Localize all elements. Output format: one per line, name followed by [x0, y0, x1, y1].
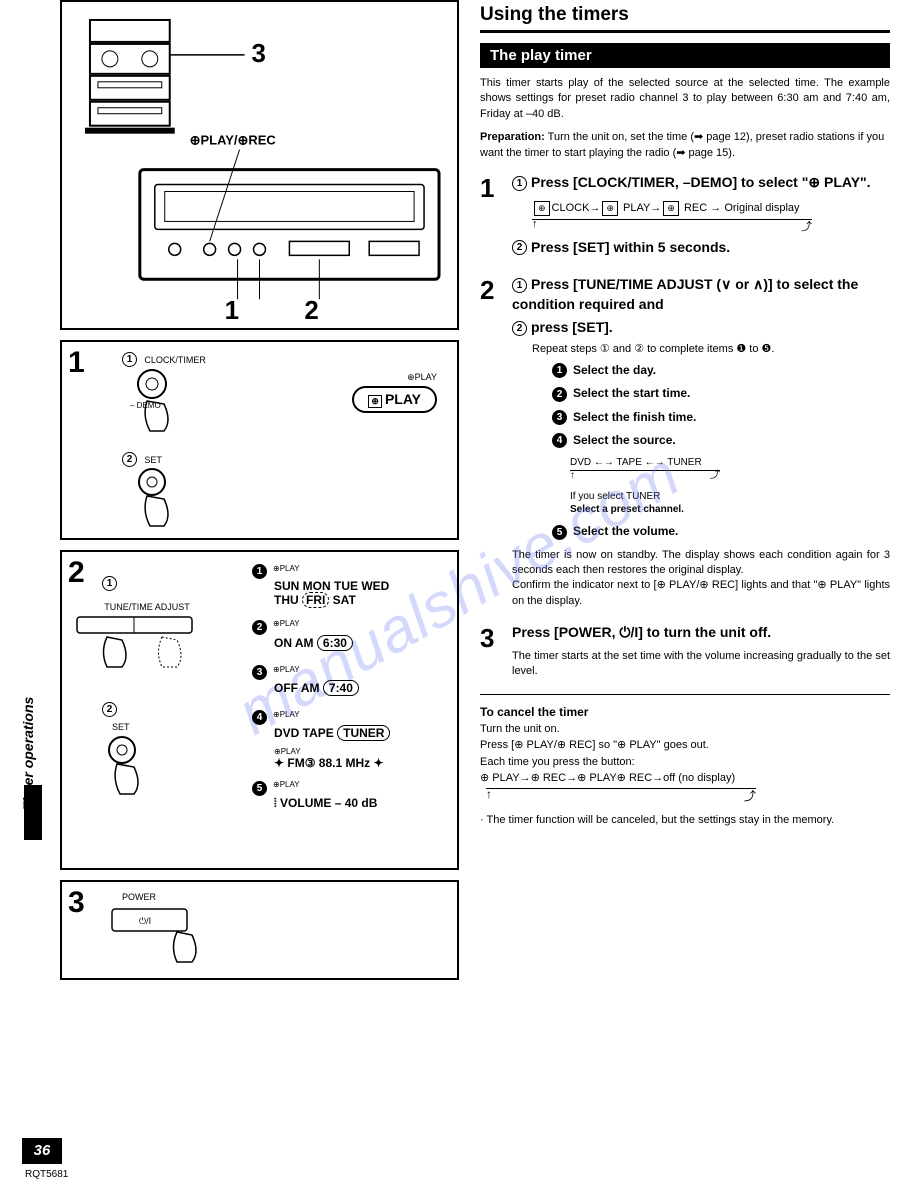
cancel-l3: Each time you press the button: [480, 754, 890, 771]
preparation-text: Preparation: Turn the unit on, set the t… [480, 130, 890, 161]
p2-on: ON AM 6:30 [274, 636, 353, 650]
tune-button-diagram [72, 612, 222, 682]
cancel-title: To cancel the timer [480, 705, 890, 719]
step-3: 3 Press [POWER, ⏻/I] to turn the unit of… [480, 623, 890, 679]
doc-code: RQT5681 [25, 1169, 68, 1180]
p3-power-label: POWER [122, 892, 156, 902]
bullet-4-seq: DVD ←→ TAPE ←→ TUNER ↑⤴ [570, 456, 890, 482]
step-2-repeat: Repeat steps ① and ② to complete items ❶… [532, 342, 890, 355]
cancel-block: To cancel the timer Turn the unit on. Pr… [480, 705, 890, 801]
step-2a-title: 1Press [TUNE/TIME ADJUST (∨ or ∧)] to se… [512, 275, 890, 314]
set-button-diagram [92, 734, 172, 804]
p2-b4: 4 [252, 710, 267, 725]
step-2-vol-text: The timer is now on standby. The display… [512, 548, 890, 610]
bullet-5: 5Select the volume. [552, 524, 890, 539]
step-1: 1 1Press [CLOCK/TIMER, –DEMO] to select … [480, 173, 890, 261]
bullet-4: 4Select the source. [552, 433, 890, 448]
step-1b-title: 2Press [SET] within 5 seconds. [512, 238, 890, 258]
p2-source: DVD TAPE TUNER [274, 726, 390, 740]
divider [480, 694, 890, 695]
diagram-panel-1: 1 1 CLOCK/TIMER – DEMO 2 SET ⊕PLAY ⊕PL [60, 340, 459, 540]
svg-text:2: 2 [304, 297, 318, 319]
power-button-diagram: ⏻/I [107, 904, 237, 974]
bullet-1: 1Select the day. [552, 363, 890, 378]
svg-text:1: 1 [225, 297, 239, 319]
bullet-2: 2Select the start time. [552, 386, 890, 401]
panel-2-num: 2 [68, 556, 85, 590]
side-section-label: Timer operations [20, 697, 36, 810]
intro-text: This timer starts play of the selected s… [480, 76, 890, 122]
panel1-play-tag: ⊕PLAY [407, 372, 437, 383]
bullet-3: 3Select the finish time. [552, 410, 890, 425]
footnote: · The timer function will be canceled, b… [480, 813, 890, 828]
panel-1-num: 1 [68, 346, 85, 380]
svg-text:3: 3 [252, 40, 266, 68]
p2-b2: 2 [252, 620, 267, 635]
stereo-diagram: 3 ⊕PLAY/⊕REC 1 2 [70, 10, 449, 319]
cancel-l4: ⊕ PLAY→⊕ REC→⊕ PLAY⊕ REC→off (no display… [480, 770, 890, 787]
panel1-btn-a-label: CLOCK/TIMER [144, 355, 206, 365]
p2-sub1-icon: 1 [102, 576, 117, 591]
step-2b-title: 2press [SET]. [512, 318, 890, 338]
step-3-text: The timer starts at the set time with th… [512, 649, 890, 680]
diagram-panel-3: 3 POWER ⏻/I [60, 880, 459, 980]
p2-b3: 3 [252, 665, 267, 680]
panel1-play-display: ⊕PLAY [352, 386, 437, 413]
panel-3-num: 3 [68, 886, 85, 920]
p2-fm: ✦ FM③ 88.1 MHz ✦ [274, 756, 390, 770]
step-1-num: 1 [480, 173, 512, 261]
step-3-num: 3 [480, 623, 512, 679]
p2-vol: ⦙ VOLUME – 40 dB [274, 796, 377, 810]
step-2: 2 1Press [TUNE/TIME ADJUST (∨ or ∧)] to … [480, 275, 890, 609]
step-3-title: Press [POWER, ⏻/I] to turn the unit off. [512, 623, 890, 643]
p2-days-1: SUN MON TUE WED [274, 579, 389, 593]
section-title: Using the timers [480, 0, 890, 33]
p2-b1: 1 [252, 564, 267, 579]
panel1-btn-b-label: SET [144, 455, 162, 465]
subsection-bar: The play timer [480, 43, 890, 68]
p2-b5: 5 [252, 781, 267, 796]
p2-tune-label: TUNE/TIME ADJUST [72, 602, 222, 612]
step-1a-title: 1Press [CLOCK/TIMER, –DEMO] to select "⊕… [512, 173, 890, 193]
cancel-l1: Turn the unit on. [480, 721, 890, 738]
step-1-sequence: ⊕CLOCK→⊕ PLAY→⊕ REC → Original display ↑… [532, 201, 890, 230]
svg-text:⊕PLAY/⊕REC: ⊕PLAY/⊕REC [190, 133, 276, 148]
left-column: 3 ⊕PLAY/⊕REC 1 2 [60, 0, 460, 1050]
diagram-panel-2: 2 1 TUNE/TIME ADJUST 2 SET 1 [60, 550, 459, 870]
svg-text:⏻/I: ⏻/I [139, 916, 151, 926]
p2-off: OFF AM 7:40 [274, 681, 359, 695]
step-2-num: 2 [480, 275, 512, 609]
p2-sub2-icon: 2 [102, 702, 117, 717]
p2-set-label: SET [112, 722, 130, 732]
cancel-l2: Press [⊕ PLAY/⊕ REC] so "⊕ PLAY" goes ou… [480, 737, 890, 754]
page-number: 36 [22, 1138, 62, 1164]
hand-press-2 [122, 466, 212, 541]
bullet-4-tuner: If you select TUNER Select a preset chan… [570, 490, 890, 516]
right-column: Using the timers The play timer This tim… [460, 0, 890, 1050]
diagram-panel-top: 3 ⊕PLAY/⊕REC 1 2 [60, 0, 459, 330]
p2-days-2: THU FRI SAT [274, 593, 356, 607]
hand-press-1: – DEMO [122, 366, 212, 446]
